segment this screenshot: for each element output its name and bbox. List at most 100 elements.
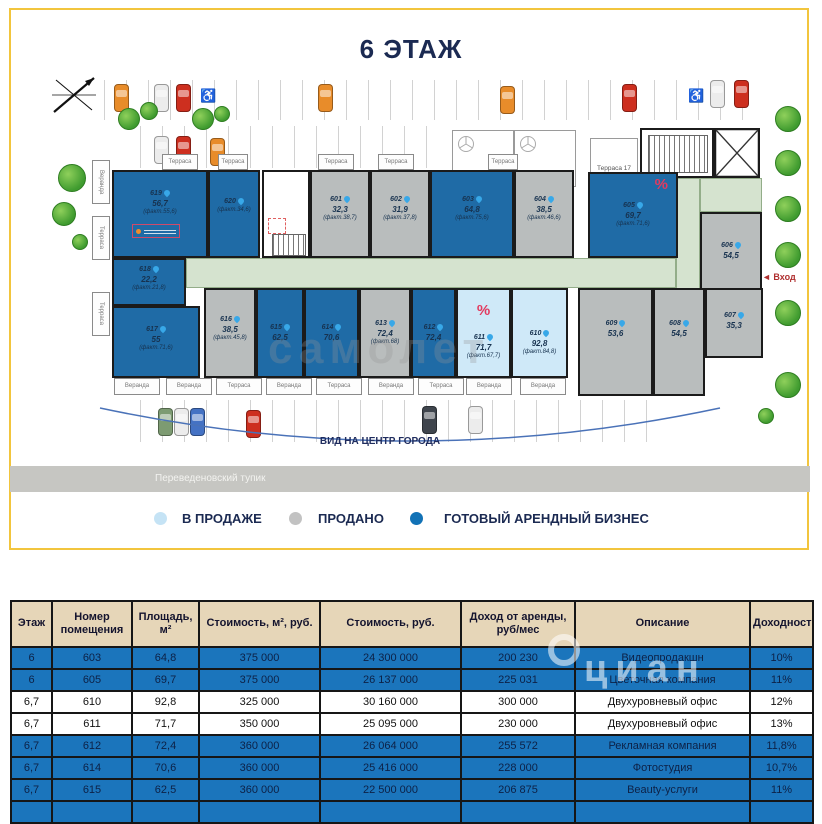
table-cell: 11% [749,778,814,802]
table-cell: 6,7 [10,734,53,758]
room-613[interactable]: 613 72,4 (факт.68) [359,288,411,378]
table-cell: 13% [749,712,814,736]
room-619[interactable]: 619 56,7 (факт.55,6) [112,170,208,258]
table-row-partial [10,800,814,824]
stairs-icon [272,234,306,256]
room-612[interactable]: 612 72,4 [411,288,456,378]
table-cell: 614 [51,756,133,780]
car-icon [710,80,725,108]
table-cell: 25 095 000 [319,712,462,736]
room-615[interactable]: 615 62,5 [256,288,304,378]
water-drop-icon [681,318,691,328]
room-602[interactable]: 602 31,9 (факт.37,8) [370,170,430,258]
shaft-marker [268,218,286,234]
room-611[interactable]: % 611 71,7 (факт.67,7) [456,288,511,378]
water-drop-icon [635,200,645,210]
terrace-tab: Веранда [520,378,566,395]
table-cell: 603 [51,646,133,670]
table-cell: Beauty-услуги [574,778,751,802]
table-row: 6 603 64,8 375 000 24 300 000 200 230 Ви… [10,646,814,670]
legend-dot-rented [410,512,423,525]
room-617[interactable]: 617 55 (факт.71,6) [112,306,200,378]
car-icon [500,86,515,114]
room-605[interactable]: % 605 69,7 (факт.71,6) [588,172,678,258]
table-cell: 6,7 [10,778,53,802]
stairwell [640,128,714,178]
table-row: 6,7 615 62,5 360 000 22 500 000 206 875 … [10,778,814,802]
table-cell: 375 000 [198,646,321,670]
room-603[interactable]: 603 64,8 (факт.75,6) [430,170,514,258]
table-row: 6,7 610 92,8 325 000 30 160 000 300 000 … [10,690,814,714]
water-drop-icon [618,318,627,328]
table-cell: 325 000 [198,690,321,714]
table-cell: 69,7 [131,668,200,692]
room-608[interactable]: 608 54,5 [653,288,705,396]
table-cell: 10,7% [749,756,814,780]
table-cell: 30 160 000 [319,690,462,714]
room-606[interactable]: 606 54,5 [700,212,762,292]
table-cell [198,800,321,824]
table-cell: 25 416 000 [319,756,462,780]
column-header: Стоимость, м², руб. [198,600,321,648]
room-604[interactable]: 604 38,5 (факт.46,6) [514,170,574,258]
table-cell: 350 000 [198,712,321,736]
water-drop-icon [485,332,495,342]
terrace-tab: Веранда [166,378,212,395]
table-cell: 62,5 [131,778,200,802]
room-616[interactable]: 616 38,5 (факт.45,8) [204,288,256,378]
water-drop-icon [151,264,161,274]
compass-rose-icon [52,77,96,113]
tree-icon [58,164,86,192]
tree-icon [775,242,801,268]
table-cell: 225 031 [460,668,576,692]
room-618[interactable]: 618 22,2 (факт.21,8) [112,258,186,306]
terrace-tab: Терраса [162,154,198,170]
water-drop-icon [542,328,551,338]
tree-icon [775,150,801,176]
table-cell [51,800,133,824]
room-607[interactable]: 607 35,3 [705,288,763,358]
car-icon [246,410,261,438]
table-cell: 615 [51,778,133,802]
street-label: Переведеновский тупик [155,473,266,484]
table-cell: 6 [10,646,53,670]
car-icon [422,406,437,434]
room-601[interactable]: 601 32,3 (факт.38,7) [310,170,370,258]
terrace-tab: Веранда [466,378,512,395]
column-header: Площадь, м² [131,600,200,648]
water-drop-icon [402,194,412,204]
entrance-label: ◄ Вход [762,272,796,282]
column-header: Номер помещения [51,600,133,648]
floor-title: 6 ЭТАЖ [359,34,463,64]
table-cell: 10% [749,646,814,670]
offers-table: Этаж Номер помещения Площадь, м² Стоимос… [10,600,814,824]
water-drop-icon [232,314,242,324]
water-drop-icon [162,188,172,198]
corridor [676,178,700,290]
table-cell: 12% [749,690,814,714]
table-cell [319,800,462,824]
room-610[interactable]: 610 92,8 (факт.84,8) [511,288,568,378]
terrace-tab: Веранда [266,378,312,395]
table-cell: 360 000 [198,778,321,802]
table-cell [131,800,200,824]
terrace-label: Терраса 17 [597,165,631,172]
page: { "plan": { "title": "6 ЭТАЖ", "percent_… [9,8,814,824]
room-620[interactable]: 620 (факт.34,6) [208,170,260,258]
terrace-tab: Терраса [316,378,362,395]
table-cell: 11% [749,668,814,692]
table-cell: 26 064 000 [319,734,462,758]
tree-icon [52,202,76,226]
column-header: Описание [574,600,751,648]
water-drop-icon [236,196,246,206]
legend-dot-sold [289,512,302,525]
street-band [10,466,810,492]
car-icon [190,408,205,436]
table-cell: 375 000 [198,668,321,692]
car-icon [154,84,169,112]
room-609[interactable]: 609 53,6 [578,288,653,396]
room-614[interactable]: 614 70,6 [304,288,359,378]
table-cell: Двухуровневый офис [574,690,751,714]
water-drop-icon [334,322,343,332]
parking-row-bottom [140,400,655,442]
